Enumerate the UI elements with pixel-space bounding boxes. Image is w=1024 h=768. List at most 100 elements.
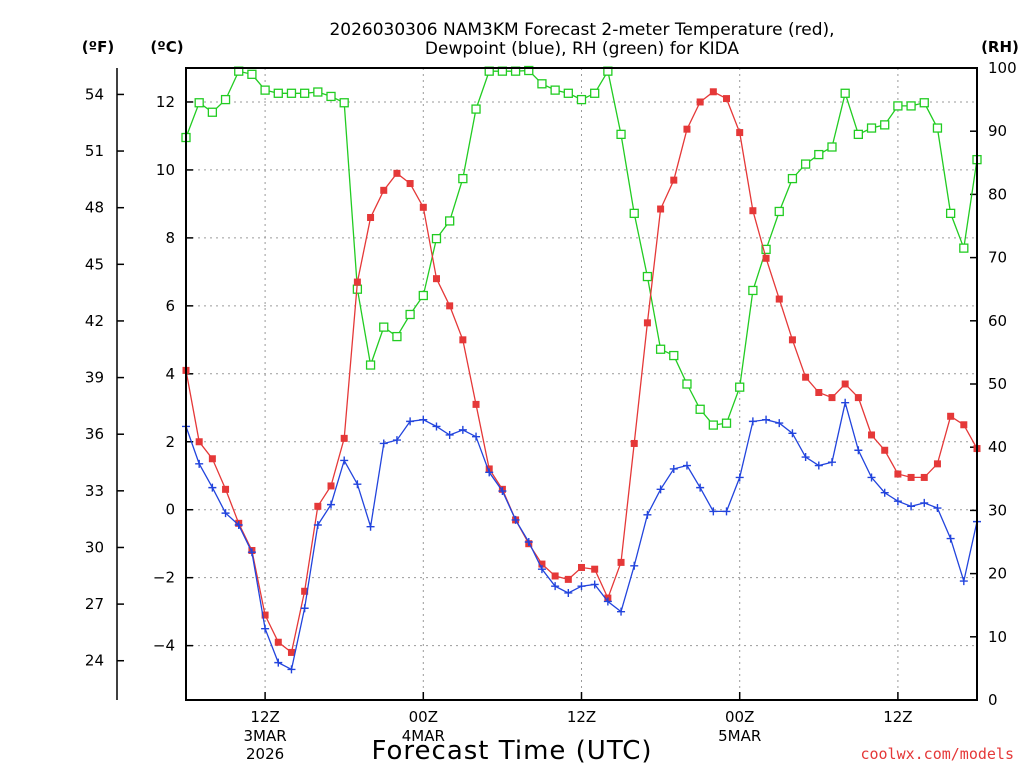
dewpoint-point — [432, 422, 441, 431]
temperature-point — [353, 278, 361, 286]
dewpoint-point — [551, 582, 560, 591]
relative-humidity-point — [827, 142, 837, 152]
dewpoint-point — [564, 588, 573, 597]
dewpoint-point — [788, 429, 797, 438]
temperature-point — [327, 482, 335, 490]
celsius-tick-label: 4 — [165, 365, 175, 383]
date-tick-label: 5MAR — [718, 727, 761, 745]
relative-humidity-point — [774, 206, 784, 217]
temperature-point — [657, 205, 665, 213]
dewpoint-point — [485, 468, 494, 477]
dewpoint-point — [590, 580, 599, 589]
dewpoint-point — [920, 498, 929, 507]
temperature-point — [907, 473, 915, 481]
dewpoint-point — [617, 607, 626, 616]
temperature-point — [630, 439, 638, 447]
dewpoint-point — [880, 488, 889, 497]
temperature-point — [841, 380, 849, 388]
celsius-tick-label: 0 — [165, 501, 175, 519]
dewpoint-point — [577, 582, 586, 591]
temperature-point — [419, 203, 427, 211]
celsius-tick-label: 2 — [165, 433, 175, 451]
relative-humidity-point — [405, 309, 415, 320]
relative-humidity-point — [418, 290, 428, 301]
temperature-point — [788, 336, 796, 344]
dewpoint-point — [221, 509, 230, 518]
temperature-point — [854, 394, 862, 402]
relative-humidity-point — [379, 322, 389, 332]
dewpoint-point — [261, 624, 270, 633]
temperature-point — [815, 388, 823, 396]
temperature-point — [802, 373, 810, 381]
temperature-point — [432, 275, 440, 283]
time-tick-label: 00Z — [409, 708, 438, 726]
relative-humidity-point — [945, 208, 956, 219]
rh-tick-label: 20 — [988, 565, 1007, 583]
temperature-point — [709, 88, 717, 96]
relative-humidity-point — [207, 107, 218, 117]
temperature-point — [920, 473, 928, 481]
relative-humidity-point — [563, 88, 573, 98]
dewpoint-point — [801, 453, 810, 462]
dewpoint-point — [762, 415, 771, 424]
temperature-point — [406, 180, 414, 188]
dewpoint-point — [472, 432, 481, 441]
dewpoint-point — [287, 665, 296, 674]
x-axis-title: Forecast Time (UTC) — [371, 736, 652, 766]
dewpoint-point — [524, 538, 533, 546]
relative-humidity-point — [866, 123, 877, 133]
relative-humidity-point — [761, 244, 771, 255]
temperature-point — [459, 336, 467, 344]
dewpoint-point — [696, 483, 705, 492]
temperature-point — [551, 572, 559, 580]
date-tick-label: 2026 — [246, 745, 284, 763]
temperature-point — [261, 611, 269, 619]
rh-ticks: 0 10 20 30 40 50 60 70 80 90 100 — [970, 59, 1017, 709]
relative-humidity-point — [919, 98, 929, 108]
relative-humidity-point — [629, 208, 639, 219]
time-tick-label: 12Z — [250, 708, 279, 726]
fahrenheit-tick-label: 27 — [85, 595, 104, 613]
temperature-point — [380, 186, 388, 194]
celsius-tick-label: −4 — [153, 637, 175, 655]
rh-tick-label: 0 — [988, 691, 998, 709]
relative-humidity-point — [313, 87, 323, 97]
temperature-point — [340, 434, 348, 442]
relative-humidity-point — [853, 129, 863, 140]
celsius-tick-label: 8 — [165, 229, 175, 247]
dewpoint-point — [234, 521, 243, 530]
relative-humidity-point — [339, 98, 349, 108]
temperature-point — [367, 214, 375, 222]
relative-humidity-point — [220, 94, 231, 105]
temperature-point — [736, 129, 744, 137]
relative-humidity-point — [708, 420, 718, 430]
fahrenheit-tick-label: 42 — [85, 312, 104, 330]
temperature-point — [538, 560, 546, 568]
dewpoint-point — [511, 515, 520, 524]
dewpoint-point — [366, 522, 375, 531]
relative-humidity-point — [431, 233, 442, 244]
rh-tick-label: 60 — [988, 312, 1007, 330]
dewpoint-point — [379, 439, 388, 448]
fahrenheit-tick-label: 51 — [85, 142, 104, 160]
dewpoint-point — [946, 534, 955, 543]
temperature-point — [274, 638, 282, 646]
dewpoint-point — [709, 507, 718, 516]
fahrenheit-tick-label: 54 — [85, 85, 104, 103]
dewpoint-point — [274, 658, 283, 667]
relative-humidity-point — [748, 285, 758, 296]
dewpoint-point — [814, 461, 823, 470]
dewpoint-point — [419, 415, 428, 424]
temperature-series — [182, 88, 981, 656]
relative-humidity-point — [787, 173, 798, 184]
dewpoint-point — [603, 597, 612, 606]
relative-humidity-point — [550, 85, 560, 95]
temperature-point — [828, 394, 836, 402]
relative-humidity-point — [392, 331, 402, 342]
relative-humidity-point — [458, 173, 468, 184]
time-tick-label: 12Z — [883, 708, 912, 726]
rh-tick-label: 10 — [988, 628, 1007, 646]
dewpoint-point — [775, 419, 784, 428]
